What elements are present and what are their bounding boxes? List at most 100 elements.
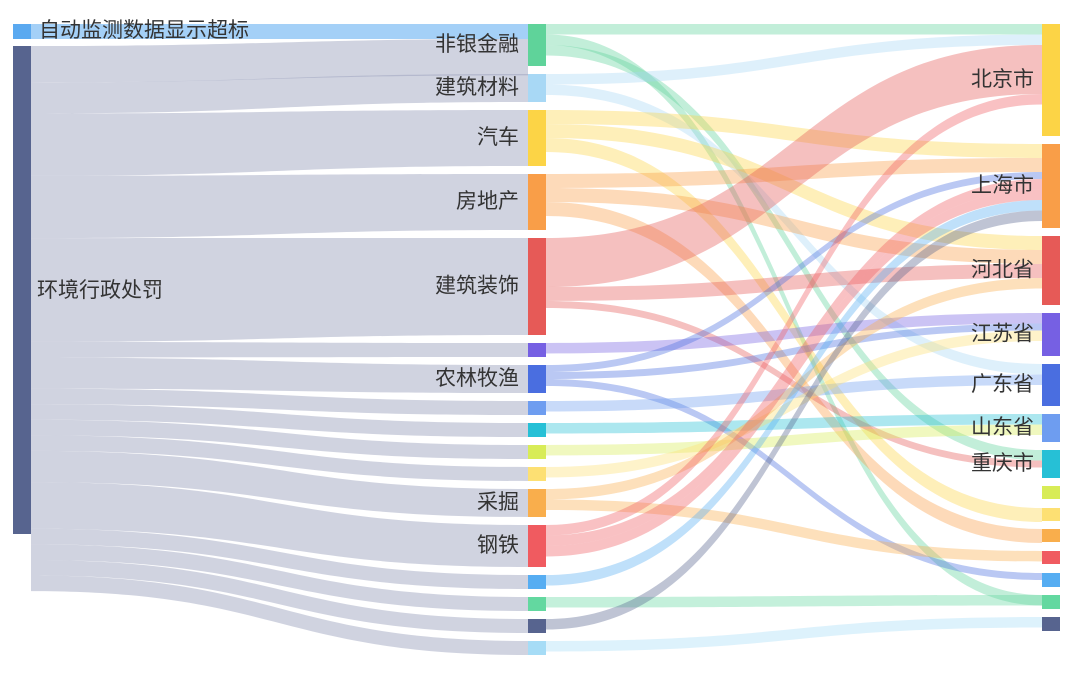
industry-label: 汽车 (477, 125, 519, 149)
industry-node (528, 641, 546, 655)
link-source-industry (31, 435, 528, 481)
industry-label: 采掘 (477, 490, 519, 514)
sankey-nodes (13, 24, 1060, 655)
link-industry-region (546, 138, 1042, 522)
link-source-industry (31, 575, 528, 655)
industry-node (528, 365, 546, 393)
region-node (1042, 414, 1060, 442)
link-industry-region (546, 94, 1042, 536)
region-label: 广东省 (971, 372, 1034, 396)
region-node (1042, 551, 1060, 564)
region-label: 北京市 (971, 67, 1034, 91)
industry-node (528, 174, 546, 230)
link-industry-region (546, 264, 1042, 301)
link-source-industry (31, 528, 528, 589)
link-industry-region (546, 45, 1042, 461)
link-industry-region (546, 210, 1042, 630)
region-node (1042, 573, 1060, 587)
industry-node (528, 525, 546, 567)
industry-node (528, 343, 546, 357)
link-industry-region (546, 110, 1042, 158)
link-source-industry (31, 39, 528, 83)
link-industry-region (546, 124, 1042, 250)
region-label: 重庆市 (971, 451, 1034, 475)
link-industry-region (546, 188, 1042, 264)
link-industry-region (546, 34, 1042, 606)
region-label: 江苏省 (971, 322, 1034, 346)
industry-label: 钢铁 (477, 533, 519, 557)
industry-node (528, 401, 546, 415)
link-industry-region (546, 45, 1042, 287)
link-source-industry (31, 482, 528, 567)
link-industry-region (546, 202, 1042, 543)
region-label: 上海市 (971, 173, 1034, 197)
link-industry-region (546, 374, 1042, 412)
link-source-industry (31, 450, 528, 517)
link-industry-region (546, 313, 1042, 354)
industry-region-links (546, 24, 1042, 652)
link-industry-region (546, 158, 1042, 188)
industry-node (528, 597, 546, 611)
industry-label: 建筑材料 (435, 75, 519, 99)
industry-node (528, 74, 546, 102)
region-node (1042, 24, 1060, 136)
link-source-industry (31, 544, 528, 611)
source-label: 环境行政处罚 (37, 278, 163, 302)
link-industry-region (546, 172, 1042, 372)
source-label: 自动监测数据显示超标 (39, 18, 249, 42)
link-source-industry (31, 174, 528, 239)
industry-node (528, 467, 546, 481)
link-industry-region (546, 499, 1042, 562)
link-industry-region (546, 617, 1042, 652)
region-node (1042, 617, 1060, 631)
link-source-industry (31, 74, 528, 114)
industry-node (528, 238, 546, 335)
link-industry-region (546, 414, 1042, 434)
link-industry-region (546, 278, 1042, 500)
region-node (1042, 313, 1060, 356)
link-source-industry (31, 24, 528, 39)
industry-node (528, 110, 546, 166)
region-node (1042, 144, 1060, 228)
link-industry-region (546, 34, 1042, 85)
region-label: 山东省 (971, 415, 1034, 439)
link-source-industry (31, 404, 528, 437)
source-node (13, 46, 31, 534)
industry-node (528, 619, 546, 633)
industry-label: 建筑装饰 (435, 274, 519, 298)
link-industry-region (546, 24, 1042, 35)
industry-node (528, 24, 546, 66)
link-industry-region (546, 189, 1042, 557)
region-node (1042, 529, 1060, 542)
region-node (1042, 450, 1060, 478)
link-industry-region (546, 200, 1042, 586)
region-node (1042, 486, 1060, 499)
region-node (1042, 236, 1060, 305)
link-source-industry (31, 238, 528, 342)
link-industry-region (546, 330, 1042, 478)
industry-node (528, 423, 546, 437)
link-source-industry (31, 341, 528, 358)
region-node (1042, 595, 1060, 609)
link-industry-region (546, 84, 1042, 375)
link-industry-region (546, 179, 1042, 546)
link-source-industry (31, 559, 528, 633)
link-source-industry (31, 388, 528, 415)
link-industry-region (546, 301, 1042, 468)
industry-label: 房地产 (456, 189, 519, 213)
region-node (1042, 508, 1060, 521)
region-node (1042, 364, 1060, 406)
link-industry-region (546, 424, 1042, 456)
source-node (13, 24, 31, 39)
industry-label: 非银金融 (435, 32, 519, 56)
link-industry-region (546, 379, 1042, 580)
industry-node (528, 575, 546, 589)
link-source-industry (31, 110, 528, 176)
source-industry-links (31, 24, 528, 655)
industry-node (528, 489, 546, 517)
link-source-industry (31, 419, 528, 459)
region-label: 河北省 (971, 258, 1034, 282)
industry-label: 农林牧渔 (435, 366, 519, 390)
